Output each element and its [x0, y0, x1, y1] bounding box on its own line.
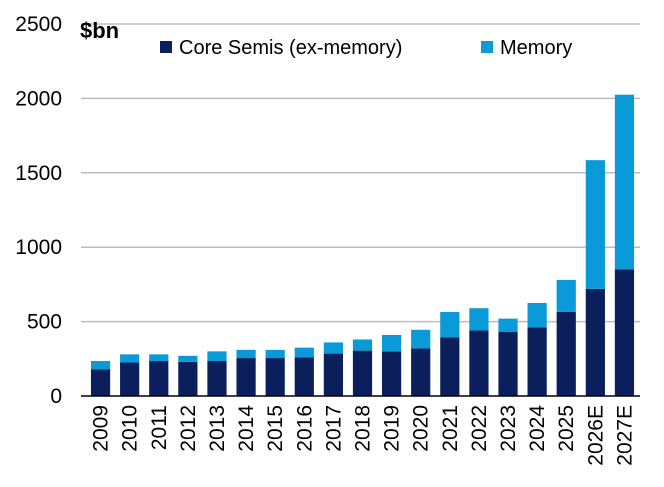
bar-memory-2024 — [527, 303, 547, 328]
gridlines — [81, 23, 640, 323]
x-tick-label: 2019 — [381, 405, 404, 452]
y-tick-label: 500 — [27, 311, 62, 334]
bar-memory-2012 — [178, 355, 198, 362]
y-tick-label: 2500 — [15, 13, 62, 36]
y-tick-labels: 0 500 1000 1500 2000 2500 — [15, 13, 62, 408]
bar-memory-2011 — [149, 354, 169, 362]
bar-memory-2027E — [614, 94, 635, 270]
y-axis-unit-label: $bn — [80, 18, 119, 43]
bar-core-semis-2023 — [498, 332, 518, 396]
bar-memory-2019 — [382, 334, 402, 352]
bar-memory-2023 — [498, 318, 518, 333]
x-tick-label: 2012 — [177, 405, 200, 452]
bar-core-semis-2016 — [294, 357, 314, 396]
bar-core-semis-2017 — [323, 353, 343, 396]
bar-memory-2026E — [585, 160, 605, 289]
x-tick-label: 2022 — [468, 405, 491, 452]
bar-core-semis-2022 — [469, 330, 489, 396]
bar-memory-2010 — [120, 354, 140, 363]
bar-core-semis-2025 — [556, 311, 576, 396]
x-tick-label: 2020 — [410, 405, 433, 452]
bar-core-semis-2021 — [440, 337, 460, 396]
y-tick-label: 1500 — [15, 162, 62, 185]
bar-core-semis-2020 — [411, 348, 431, 396]
x-tick-label: 2016 — [293, 405, 316, 452]
legend-label-memory: Memory — [500, 37, 572, 59]
x-tick-label: 2021 — [439, 405, 462, 452]
x-tick-label: 2015 — [264, 405, 287, 452]
x-tick-label: 2027E — [613, 405, 636, 466]
bar-memory-2014 — [236, 349, 256, 359]
y-tick-label: 0 — [50, 385, 62, 408]
bar-core-semis-2019 — [382, 351, 402, 396]
bar-memory-2016 — [294, 347, 314, 358]
legend-label-core-semis: Core Semis (ex-memory) — [179, 37, 402, 59]
bar-core-semis-2015 — [265, 358, 285, 396]
x-tick-label: 2010 — [119, 405, 142, 452]
bar-core-semis-2012 — [178, 361, 198, 396]
bar-memory-2009 — [90, 361, 111, 370]
x-tick-label: 2017 — [322, 405, 345, 452]
x-tick-label: 2018 — [352, 405, 375, 452]
x-tick-label: 2026E — [584, 405, 607, 466]
x-tick-label: 2024 — [526, 405, 549, 452]
bar-core-semis-2026E — [585, 288, 605, 396]
x-tick-label: 2013 — [206, 405, 229, 452]
bar-memory-2022 — [469, 308, 489, 331]
bar-memory-2017 — [323, 342, 343, 354]
bar-memory-2018 — [352, 339, 373, 351]
bar-core-semis-2024 — [527, 327, 547, 396]
bar-core-semis-2009 — [90, 369, 111, 396]
bar-core-semis-2018 — [352, 350, 373, 396]
y-tick-label: 2000 — [15, 87, 62, 110]
bar-core-semis-2011 — [149, 361, 169, 396]
x-tick-label: 2009 — [90, 405, 113, 452]
bar-memory-2020 — [411, 329, 431, 349]
legend-swatch-core-semis — [160, 41, 172, 53]
bar-core-semis-2014 — [236, 358, 256, 396]
x-tick-label: 2014 — [235, 405, 258, 452]
bar-memory-2025 — [556, 279, 576, 312]
legend-swatch-memory — [481, 41, 493, 53]
x-tick-label: 2025 — [555, 405, 578, 452]
x-tick-label: 2011 — [148, 405, 171, 450]
x-tick-label: 2023 — [497, 405, 520, 452]
bar-core-semis-2010 — [120, 362, 140, 396]
x-tick-labels: 2009 2010 2011 2012 2013 2014 2015 2016 2017 2018… — [90, 405, 637, 466]
legend: Core Semis (ex-memory) Memory — [160, 37, 572, 59]
bars — [90, 94, 635, 396]
bar-memory-2021 — [440, 311, 460, 338]
bar-memory-2015 — [265, 349, 285, 359]
bar-core-semis-2027E — [614, 269, 635, 396]
y-tick-label: 1000 — [15, 236, 62, 259]
bar-core-semis-2013 — [207, 361, 227, 396]
bar-memory-2013 — [207, 351, 227, 362]
